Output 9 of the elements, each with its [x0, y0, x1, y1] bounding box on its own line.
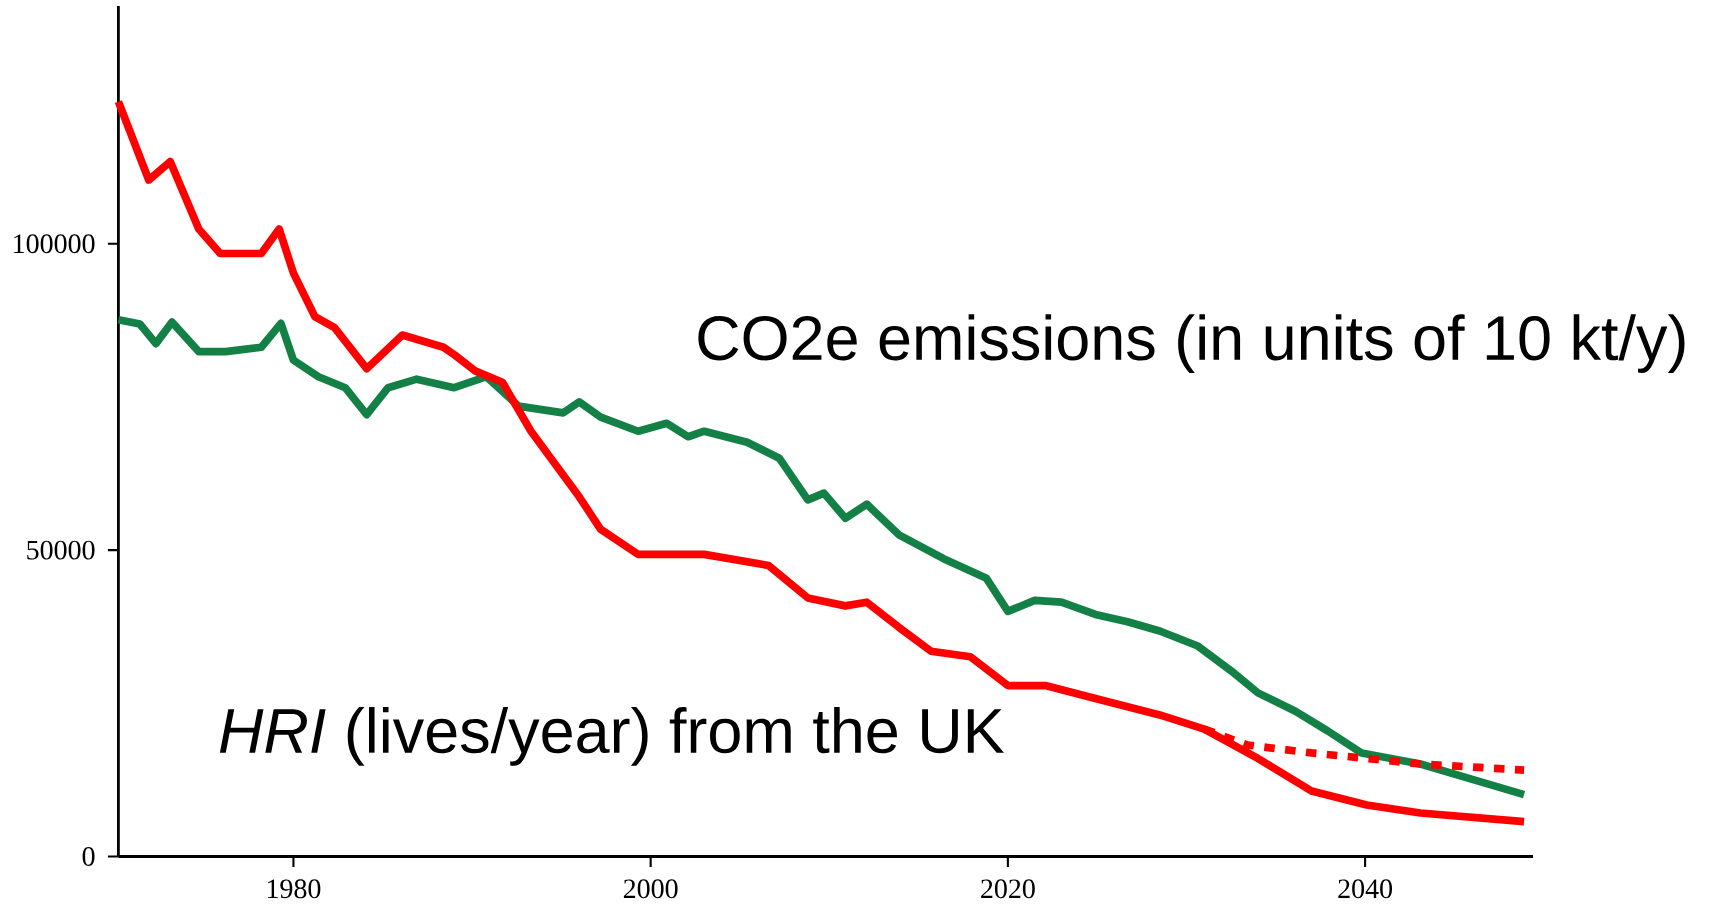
y-tick-label: 100000 — [14, 234, 95, 254]
x-tick-label: 2020 — [981, 879, 1035, 899]
x-tick-label: 2000 — [623, 879, 678, 899]
y-tick-label: 0 — [82, 847, 95, 866]
x-tick-label: 2040 — [1338, 879, 1393, 899]
x-tick-label: 1980 — [267, 879, 321, 899]
series-label: CO2e emissions (in units of 10 kt/y) — [698, 314, 1685, 373]
y-tick-label: 50000 — [27, 540, 95, 560]
series-label: HRI (lives/year) from the UK — [219, 707, 1004, 766]
